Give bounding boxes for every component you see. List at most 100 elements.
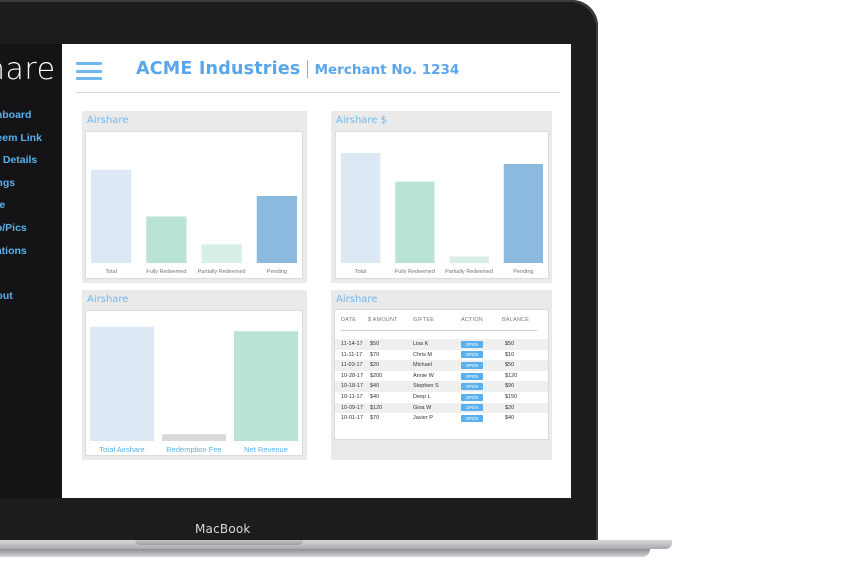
bar [256,195,297,263]
bar-category-label: Fully Redeemed [146,269,186,275]
open-button[interactable]: OPEN [461,383,483,391]
table-cell: Javier P [413,415,433,422]
bar [91,169,132,263]
app-logo: hare [0,52,56,87]
table-row: 11-03-17 $20 Michael OPEN $50 [335,360,548,371]
bar [341,153,381,263]
sidebar-item-redeem-link[interactable]: deem Link [0,131,42,144]
sidebar-item-logout[interactable]: gout [0,289,13,302]
sidebar-item-share-details[interactable]: re Details [0,154,38,167]
table-cell: $200 [370,372,383,379]
laptop-brand-label: MacBook [195,522,251,536]
panel-title: Airshare [336,294,378,305]
column-header: DATE [341,317,357,323]
table-cell: 10-01-17 [341,415,364,422]
airshare-revenue-chart: Total Airshare Redemption Fee Net Revenue [85,310,303,456]
bar [503,164,543,263]
page-title: ACME Industries | Merchant No. 1234 [136,58,459,79]
table-cell: $40 [370,394,380,400]
table-header-divider [341,330,537,331]
table-cell: Lisa K [413,341,429,347]
table-cell: $90 [505,383,515,390]
sidebar-item-help[interactable]: p [0,267,42,290]
bar-category-label: Total Airshare [99,445,144,454]
laptop-hinge-notch [135,540,303,545]
airshare-dollars-chart: Total Fully Redeemed Partially Redeemed Pen… [335,131,549,279]
column-header: ACTION [461,317,483,323]
column-header: $ AMOUNT [368,317,398,323]
bar-category-label: Net Revenue [244,445,288,454]
open-button[interactable]: OPEN [461,414,483,422]
table-row: 11-14-17 $50 Lisa K OPEN $50 [335,339,548,350]
bar-category-label: Redemption Fee [166,445,221,454]
open-button[interactable]: OPEN [461,351,483,359]
sidebar-item-locations[interactable]: cations [0,244,27,257]
table-cell: 11-11-17 [341,351,363,358]
bar [162,434,226,441]
table-cell: Annie W [413,372,434,379]
table-cell: $40 [370,383,380,390]
open-button[interactable]: OPEN [461,404,483,412]
bar-category-label: Total [105,269,117,275]
sidebar-item-video-pics[interactable]: eo/Pics [0,221,27,234]
table-cell: $40 [505,415,515,422]
table-cell: 10-09-17 [341,404,364,411]
transactions-table: DATE $ AMOUNT GIFTEE ACTION BALANCE 11-1… [334,309,549,440]
bar [395,181,435,263]
table-cell: $20 [505,404,515,411]
sidebar-item-dashboard[interactable]: shboard [0,109,32,121]
open-button[interactable]: OPEN [461,372,483,380]
laptop-base [0,540,672,549]
chart-canvas: Total Fully Redeemed Partially Redeemed Pen… [341,153,543,275]
bar-category-label: Pending [267,269,287,275]
airshare-dollars-panel: Airshare $ Total Fully Redeemed Partially … [331,111,552,283]
bar-category-label: Fully Redeemed [395,269,435,275]
table-cell: $150 [505,394,518,400]
table-cell: $50 [370,341,380,347]
hamburger-menu-icon[interactable] [76,62,102,80]
bar [146,216,187,263]
table-cell: $10 [505,351,515,358]
open-button[interactable]: OPEN [461,361,483,369]
table-cell: $20 [370,362,380,369]
laptop-screen: hare shboard deem Link re Details tings … [0,44,571,498]
panel-title: Airshare [87,294,129,305]
chart-canvas: Total Airshare Redemption Fee Net Revenue [90,326,298,454]
airshare-count-chart: Total Fully Redeemed Partially Redeemed Pen… [85,131,303,279]
airshare-revenue-panel: Airshare Total Airshare Redemption Fee Net… [82,290,307,460]
table-row: 10-18-17 $40 Stephen S OPEN $90 [335,381,548,392]
company-name: ACME Industries [136,59,301,79]
table-cell: $70 [370,415,380,422]
table-cell: $120 [505,372,518,379]
sidebar-item-profile[interactable]: file [0,199,6,212]
bar [449,256,489,263]
airshare-transactions-panel: Airshare DATE $ AMOUNT GIFTEE ACTION BAL… [331,290,552,460]
bar-category-label: Pending [513,269,533,275]
table-cell: Chris M [413,351,432,358]
bar [90,326,154,441]
bar [234,331,298,441]
column-header: GIFTEE [413,317,435,323]
sidebar-item-settings[interactable]: tings [0,176,16,189]
table-cell: $50 [505,341,515,347]
table-cell: Michael [413,362,432,369]
bar [201,244,242,263]
sidebar: hare shboard deem Link re Details tings … [0,44,62,498]
airshare-count-panel: Airshare Total Fully Redeemed Partially Re… [82,111,307,283]
table-row: 11-11-17 $70 Chris M OPEN $10 [335,350,548,361]
open-button[interactable]: OPEN [461,340,483,348]
header-divider [76,92,560,93]
table-cell: $120 [370,404,383,411]
bar-category-label: Partially Redeemed [198,269,246,275]
table-cell: $50 [505,362,515,369]
table-row: 10-11-17 $40 Deep L OPEN $150 [335,392,548,403]
panel-title: Airshare [87,115,129,126]
title-separator: | [304,58,311,79]
table-cell: 10-11-17 [341,394,363,400]
bar-category-label: Total [355,269,367,275]
table-cell: Gina W [413,404,432,411]
open-button[interactable]: OPEN [461,393,483,401]
panel-title: Airshare $ [336,115,387,126]
table-header: DATE $ AMOUNT GIFTEE ACTION BALANCE [335,317,548,329]
table-row: 10-01-17 $70 Javier P OPEN $40 [335,413,548,424]
